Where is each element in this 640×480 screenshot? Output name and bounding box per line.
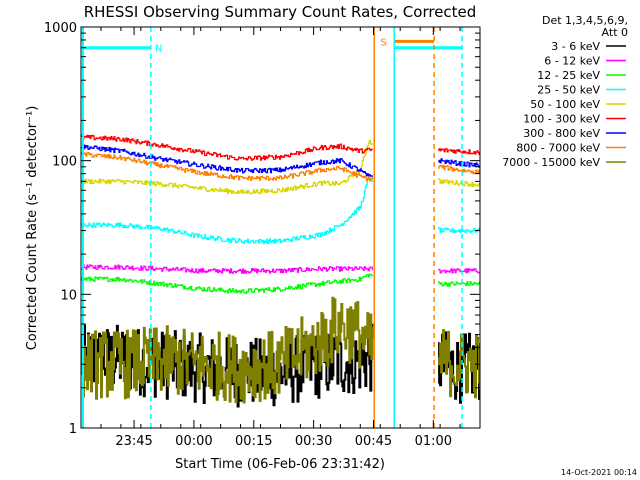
legend-label-0: 3 - 6 keV	[551, 40, 600, 53]
annotation-label-1: S	[380, 37, 386, 48]
annotation-label-0: N	[155, 44, 162, 55]
legend-label-1: 6 - 12 keV	[544, 55, 600, 68]
series-line-3	[81, 175, 480, 245]
legend-label-2: 12 - 25 keV	[537, 69, 600, 82]
y-axis-label: Corrected Count Rate (s⁻¹ detector⁻¹)	[25, 106, 40, 351]
x-tick-label-2: 00:15	[235, 434, 272, 449]
timestamp: 14-Oct-2021 00:14	[561, 468, 637, 477]
series-line-8	[81, 296, 480, 404]
x-tick-label-3: 00:30	[295, 434, 332, 449]
x-tick-label-0: 23:45	[115, 434, 152, 449]
y-tick-label-1: 10	[60, 288, 77, 303]
chart-title: RHESSI Observing Summary Count Rates, Co…	[84, 3, 477, 21]
series-line-4	[81, 139, 480, 195]
x-tick-label-5: 01:00	[415, 434, 452, 449]
series-line-2	[81, 273, 480, 294]
legend-label-6: 300 - 800 keV	[523, 127, 600, 140]
legend-label-7: 800 - 7000 keV	[516, 142, 600, 155]
legend-header-0: Det 1,3,4,5,6,9,	[542, 14, 628, 27]
x-tick-label-4: 00:45	[355, 434, 392, 449]
y-tick-label-2: 100	[52, 155, 77, 170]
series-line-1	[81, 264, 480, 274]
x-axis-label: Start Time (06-Feb-06 23:31:42)	[175, 457, 385, 472]
legend-label-3: 25 - 50 keV	[537, 84, 600, 97]
series-line-5	[81, 134, 480, 161]
y-tick-label-3: 1000	[44, 21, 77, 36]
y-tick-label-0: 1	[69, 422, 77, 437]
series-line-7	[81, 151, 480, 182]
legend-header-1: Att 0	[602, 26, 628, 39]
legend-label-4: 50 - 100 keV	[530, 98, 600, 111]
series-line-6	[81, 144, 480, 177]
x-tick-label-1: 00:00	[175, 434, 212, 449]
legend-label-5: 100 - 300 keV	[523, 113, 600, 126]
legend-label-8: 7000 - 15000 keV	[502, 156, 600, 169]
